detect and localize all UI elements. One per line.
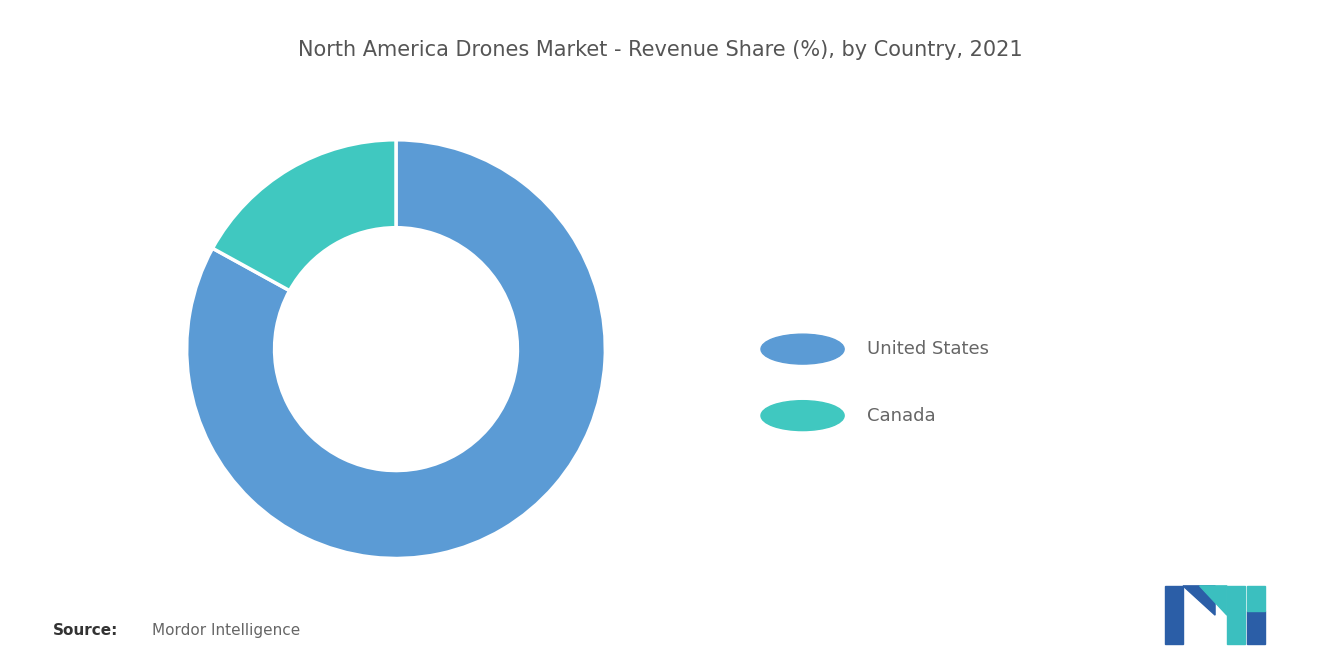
Polygon shape: [1200, 586, 1226, 615]
Wedge shape: [213, 140, 396, 291]
FancyBboxPatch shape: [1166, 586, 1183, 644]
Wedge shape: [186, 140, 606, 559]
Circle shape: [760, 334, 845, 364]
Text: Canada: Canada: [867, 406, 936, 425]
FancyBboxPatch shape: [1226, 586, 1245, 644]
FancyBboxPatch shape: [1247, 612, 1265, 644]
FancyBboxPatch shape: [1247, 586, 1265, 612]
Text: Source:: Source:: [53, 623, 119, 638]
Text: United States: United States: [867, 340, 989, 358]
Text: North America Drones Market - Revenue Share (%), by Country, 2021: North America Drones Market - Revenue Sh…: [298, 40, 1022, 60]
Polygon shape: [1183, 586, 1214, 615]
Text: Mordor Intelligence: Mordor Intelligence: [152, 623, 300, 638]
Circle shape: [275, 227, 517, 471]
Circle shape: [760, 400, 845, 431]
